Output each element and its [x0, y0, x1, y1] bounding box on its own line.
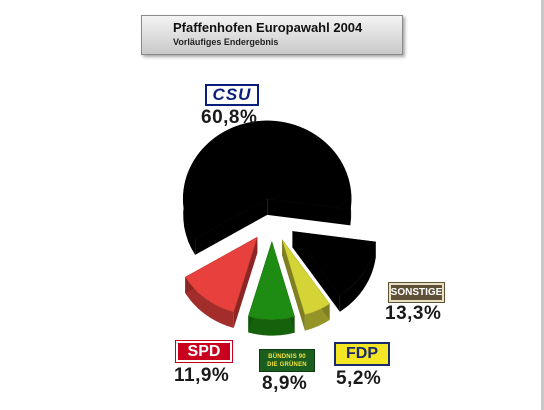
chart-subtitle: Vorläufiges Endergebnis	[173, 37, 279, 47]
pct-label-fdp: 5,2%	[336, 368, 382, 389]
pie-slice-gruene	[247, 240, 295, 336]
pie-slice-top-csu	[182, 120, 352, 240]
pct-label-gruene: 8,9%	[262, 373, 308, 394]
pie-slice-edge-sonstige-1	[292, 231, 340, 312]
pie-slice-edge-csu-0	[195, 198, 268, 255]
pie-slice-top-spd	[184, 236, 258, 313]
pct-label-csu: 60,8%	[201, 107, 258, 128]
chart-title-box: Pfaffenhofen Europawahl 2004 Vorläufiges…	[141, 15, 403, 55]
gruene-logo-line1: BÜNDNIS 90	[268, 353, 306, 360]
gruene-logo: BÜNDNIS 90 DIE GRÜNEN	[259, 349, 315, 372]
pie-slice-side-gruene	[248, 316, 295, 336]
fdp-logo: FDP	[334, 342, 390, 366]
gruene-logo-line2: DIE GRÜNEN	[267, 361, 307, 368]
pie-slice-edge-fdp-1	[282, 239, 305, 331]
pie-slice-csu	[182, 120, 352, 255]
pie-slice-fdp	[281, 239, 330, 331]
csu-logo: CSU	[205, 84, 259, 106]
spd-logo: SPD	[176, 341, 232, 362]
pie-slice-top-sonstige	[291, 231, 376, 297]
pie-slice-top-fdp	[281, 239, 330, 315]
chart-title: Pfaffenhofen Europawahl 2004	[173, 20, 363, 35]
sonstige-logo: SONSTIGE	[389, 283, 444, 302]
pie-slice-edge-csu-1	[267, 198, 351, 226]
window-edge	[541, 0, 544, 410]
pie-slice-edge-spd-0	[233, 237, 258, 328]
pie-slice-sonstige	[291, 231, 376, 312]
pie-slice-side-spd	[185, 277, 234, 328]
pie-slice-side-sonstige	[339, 241, 376, 312]
pct-label-sonstige: 13,3%	[385, 303, 442, 324]
pie-slice-spd	[184, 236, 258, 328]
pie-slice-top-gruene	[247, 240, 295, 320]
pct-label-spd: 11,9%	[174, 365, 230, 386]
